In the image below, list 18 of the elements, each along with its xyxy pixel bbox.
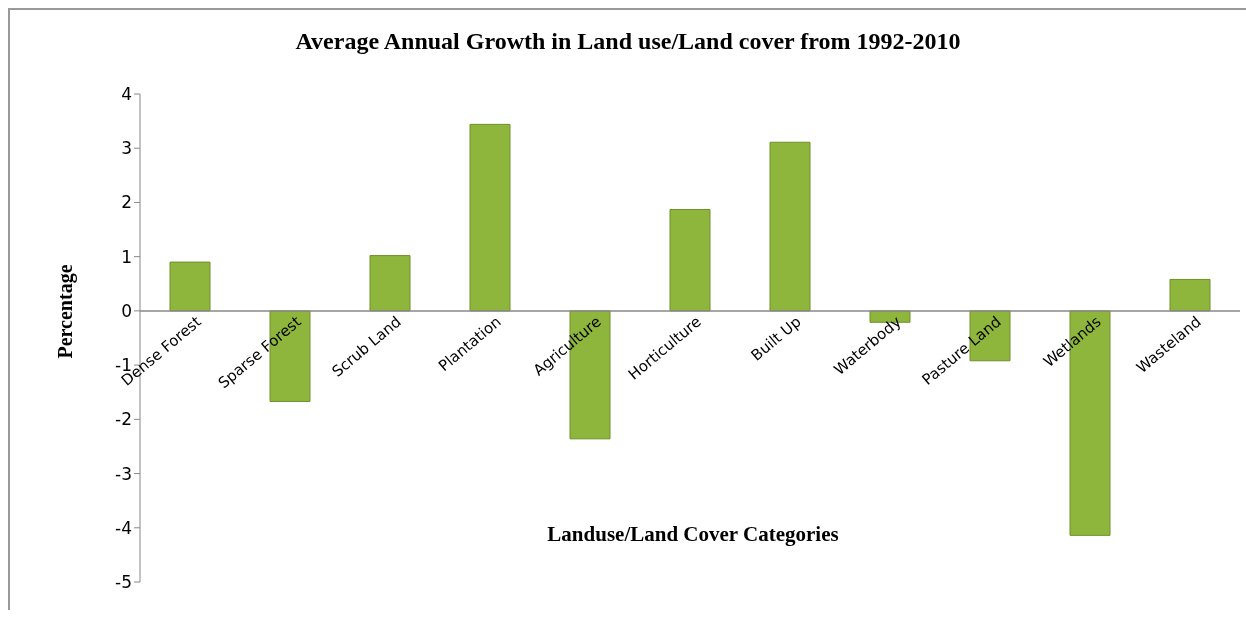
bar [769, 141, 811, 312]
y-tick-label: -3 [115, 463, 132, 484]
bar [469, 123, 511, 312]
y-tick-label: -5 [115, 572, 132, 593]
bar [669, 208, 711, 312]
bar [1169, 278, 1211, 312]
y-tick-label: 3 [121, 138, 132, 159]
y-axis-title: Percentage [53, 264, 77, 359]
y-tick-label: 1 [121, 246, 132, 267]
y-tick-label: -4 [115, 517, 132, 538]
chart-title: Average Annual Growth in Land use/Land cover from 1992-2010 [294, 28, 962, 55]
bar [169, 261, 211, 312]
x-axis-title: Landuse/Land Cover Categories [546, 522, 840, 547]
y-tick-label: -2 [115, 409, 132, 430]
y-tick-label: 2 [121, 192, 132, 213]
y-tick-label: 0 [121, 300, 132, 321]
bar [369, 255, 411, 312]
y-tick-label: 4 [121, 84, 132, 105]
